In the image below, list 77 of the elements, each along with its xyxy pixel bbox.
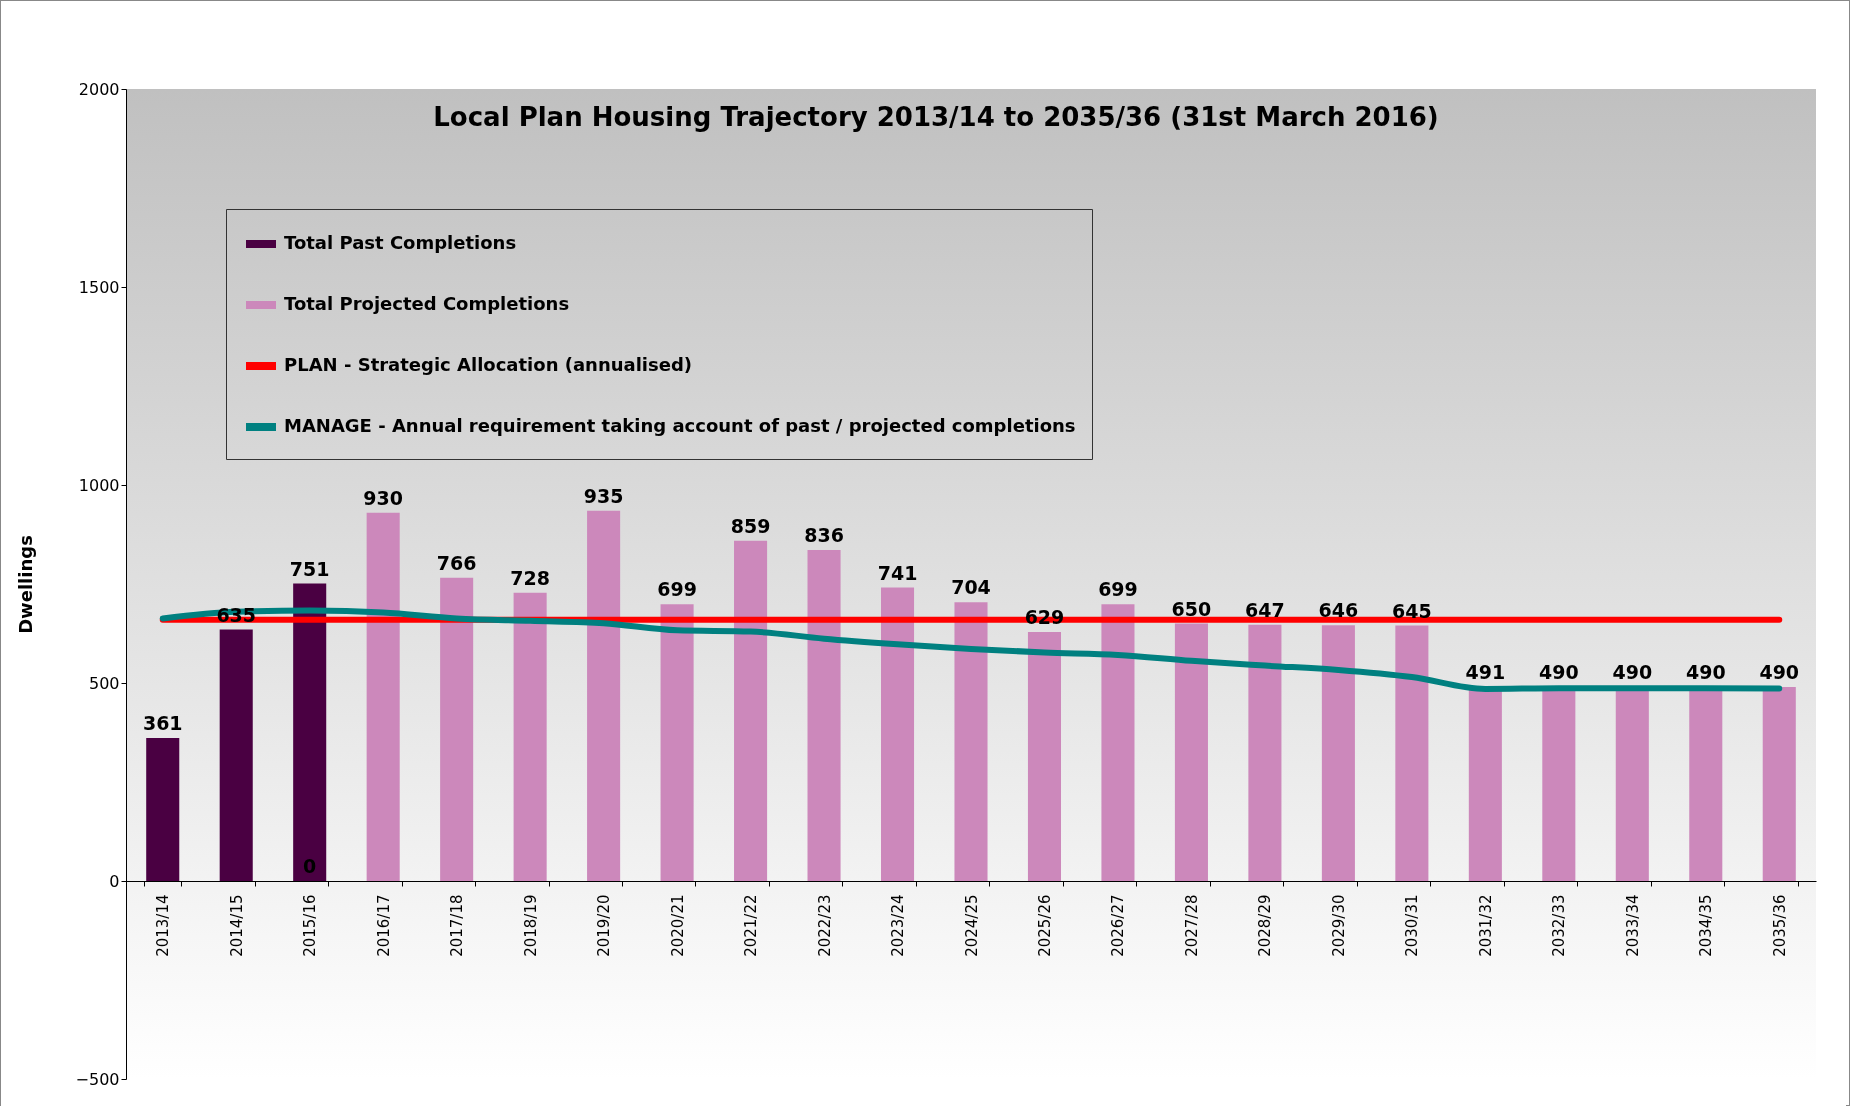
bar: [1101, 604, 1135, 881]
bar: [807, 549, 841, 881]
data-label: 361: [142, 712, 183, 735]
x-tick-label: 2024/25: [962, 894, 981, 957]
bar: [1248, 624, 1282, 881]
y-tick-label: 1500: [78, 277, 120, 297]
x-tick-label: 2033/34: [1623, 894, 1642, 957]
data-label: 635: [216, 603, 257, 626]
data-label: 699: [657, 578, 697, 601]
data-label: 930: [363, 486, 404, 509]
data-label: 646: [1318, 599, 1359, 622]
legend-label: Total Past Completions: [284, 232, 517, 253]
bar: [660, 604, 694, 881]
legend-label: Total Projected Completions: [284, 293, 570, 314]
x-tick-label: 2023/24: [889, 894, 908, 957]
data-label: 645: [1392, 599, 1432, 622]
data-label: 491: [1465, 660, 1506, 683]
x-tick-label: 2027/28: [1182, 894, 1201, 957]
text: Local Plan Housing Trajectory 2013/14 to 2035/36 (31st March 2016): [433, 102, 1439, 132]
data-label: 490: [1538, 660, 1579, 683]
bar: [880, 587, 915, 881]
bar: [219, 629, 253, 881]
x-tick-label: 2035/36: [1770, 894, 1789, 957]
bar: [954, 602, 988, 881]
x-tick-label: 2016/17: [374, 894, 393, 957]
data-label: 650: [1171, 597, 1212, 620]
y-tick-label: 2000: [78, 79, 120, 99]
bar: [1395, 625, 1429, 881]
y-axis-title: Dwellings: [14, 535, 36, 634]
y-tick-label: 500: [88, 673, 120, 693]
data-label: 0: [303, 855, 317, 877]
x-tick-label: 2032/33: [1550, 894, 1569, 957]
x-tick-label: 2017/18: [448, 894, 467, 957]
bar: [1027, 631, 1062, 881]
y-tick-label: 1000: [78, 475, 120, 495]
bar: [513, 592, 547, 881]
x-tick-label: 2028/29: [1256, 894, 1275, 957]
x-tick-label: 2029/30: [1329, 894, 1348, 957]
bar: [293, 583, 327, 881]
bar: [1174, 623, 1208, 881]
data-label: 859: [730, 514, 771, 537]
bar: [1762, 686, 1796, 881]
x-tick-label: 2021/22: [742, 894, 761, 957]
legend-label: PLAN - Strategic Allocation (annualised): [284, 354, 693, 375]
bar: [1321, 625, 1355, 881]
x-tick-label: 2031/32: [1476, 894, 1495, 957]
bar: [734, 540, 768, 881]
x-tick-label: 2013/14: [154, 894, 173, 957]
data-label: 766: [436, 551, 477, 574]
data-label: 490: [1759, 660, 1800, 683]
data-label: 704: [951, 576, 991, 599]
data-label: 699: [1098, 578, 1138, 601]
x-tick-label: 2030/31: [1403, 894, 1422, 957]
x-tick-label: 2018/19: [521, 894, 540, 957]
x-tick-label: 2025/26: [1035, 894, 1054, 957]
data-label: 751: [289, 557, 330, 580]
x-tick-label: 2014/15: [227, 894, 246, 957]
data-label: 741: [877, 561, 918, 584]
x-tick-label: 2020/21: [668, 894, 687, 957]
x-tick-label: 2015/16: [301, 894, 320, 957]
data-label: 836: [804, 523, 844, 546]
y-tick-label: 0: [109, 871, 120, 891]
x-tick-label: 2022/23: [815, 894, 834, 957]
bar: [146, 738, 180, 881]
data-label: 935: [583, 484, 624, 507]
bar: [440, 577, 474, 881]
bar: [587, 510, 621, 881]
bar: [366, 512, 400, 881]
legend-label: MANAGE - Annual requirement taking account of past / projected completions: [284, 415, 1076, 436]
x-tick-label: 2034/35: [1697, 894, 1716, 957]
data-label: 490: [1612, 660, 1653, 683]
data-label: 490: [1685, 660, 1726, 683]
y-tick-label: −500: [75, 1069, 120, 1089]
x-tick-label: 2019/20: [595, 894, 614, 957]
data-label: 647: [1245, 598, 1285, 621]
x-tick-label: 2026/27: [1109, 894, 1128, 957]
data-label: 728: [510, 566, 550, 589]
